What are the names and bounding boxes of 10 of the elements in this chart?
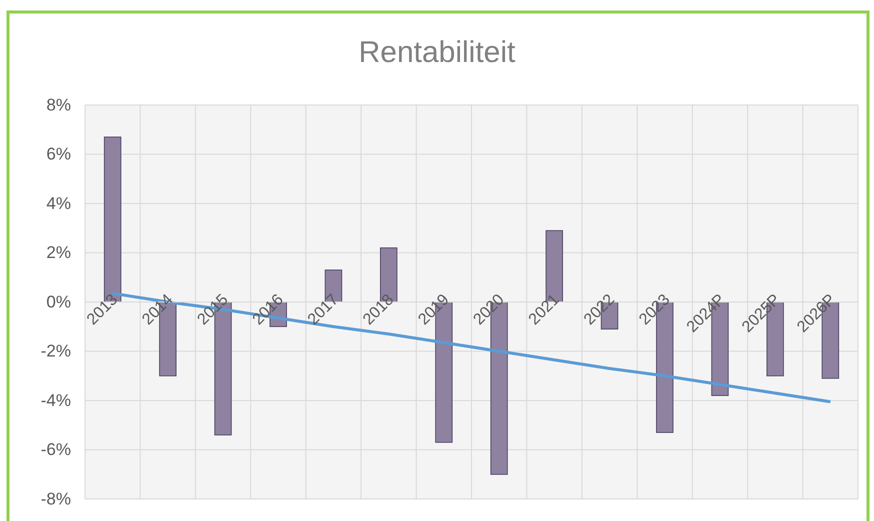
chart-title: Rentabiliteit: [358, 36, 516, 69]
y-tick-label: -8%: [40, 489, 71, 508]
y-tick-label: 8%: [46, 95, 71, 114]
y-tick-label: 6%: [46, 144, 71, 164]
y-tick-label: -6%: [40, 440, 71, 460]
y-tick-label: 4%: [46, 194, 71, 213]
y-tick-label: -4%: [40, 390, 71, 410]
y-tick-label: 2%: [46, 243, 71, 262]
y-tick-label: -2%: [40, 342, 71, 361]
y-tick-label: 0%: [46, 292, 71, 312]
